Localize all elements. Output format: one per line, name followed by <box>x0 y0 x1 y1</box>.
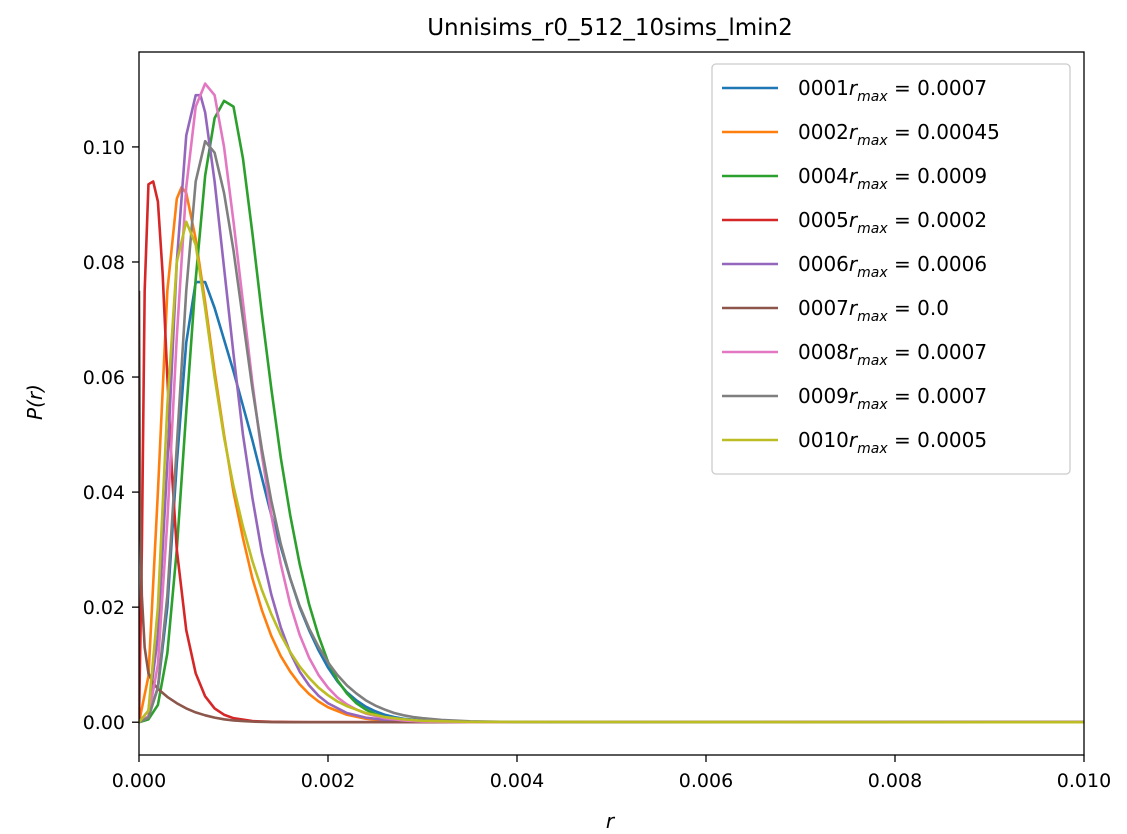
legend-entry-0005: 0005rmax = 0.0002 <box>798 208 987 237</box>
legend-entry-0010: 0010rmax = 0.0005 <box>798 428 987 457</box>
y-axis-label: P(r) <box>23 384 47 420</box>
series-line-0010 <box>139 220 1084 724</box>
x-tick-label: 0.004 <box>490 770 544 792</box>
y-tick-label: 0.04 <box>83 482 125 504</box>
y-tick-label: 0.06 <box>83 367 125 389</box>
x-axis-label: r <box>606 809 616 833</box>
chart-title: Unnisims_r0_512_10sims_lmin2 <box>427 15 793 41</box>
x-axis: 0.000 0.002 0.004 0.006 0.008 0.010 <box>112 755 1111 792</box>
legend-entry-0009: 0009rmax = 0.0007 <box>798 384 987 413</box>
x-tick-label: 0.010 <box>1057 770 1111 792</box>
y-tick-label: 0.10 <box>83 137 125 159</box>
legend: 0001rmax = 0.0007 0002rmax = 0.00045 0004r… <box>711 63 1071 475</box>
series-line-0007 <box>139 290 1084 724</box>
legend-box <box>711 63 1071 475</box>
x-tick-label: 0.008 <box>868 770 922 792</box>
legend-entry-0004: 0004rmax = 0.0009 <box>798 164 987 193</box>
series-layer <box>139 82 1084 724</box>
series-line-0006 <box>139 93 1084 724</box>
x-tick-label: 0.000 <box>112 770 166 792</box>
y-tick-label: 0.08 <box>83 252 125 274</box>
x-tick-label: 0.006 <box>679 770 733 792</box>
legend-entry-0007: 0007rmax = 0.0 <box>798 296 949 325</box>
series-line-0009 <box>139 139 1084 724</box>
plot-area-frame <box>138 51 1085 756</box>
y-axis: 0.00 0.02 0.04 0.06 0.08 0.10 <box>83 137 139 734</box>
y-tick-label: 0.02 <box>83 597 125 619</box>
legend-entry-0002: 0002rmax = 0.00045 <box>798 120 1000 149</box>
legend-entry-0006: 0006rmax = 0.0006 <box>798 252 987 281</box>
legend-entry-0001: 0001rmax = 0.0007 <box>798 76 987 105</box>
y-tick-label: 0.00 <box>83 712 125 734</box>
x-tick-label: 0.002 <box>301 770 355 792</box>
legend-entry-0008: 0008rmax = 0.0007 <box>798 340 987 369</box>
